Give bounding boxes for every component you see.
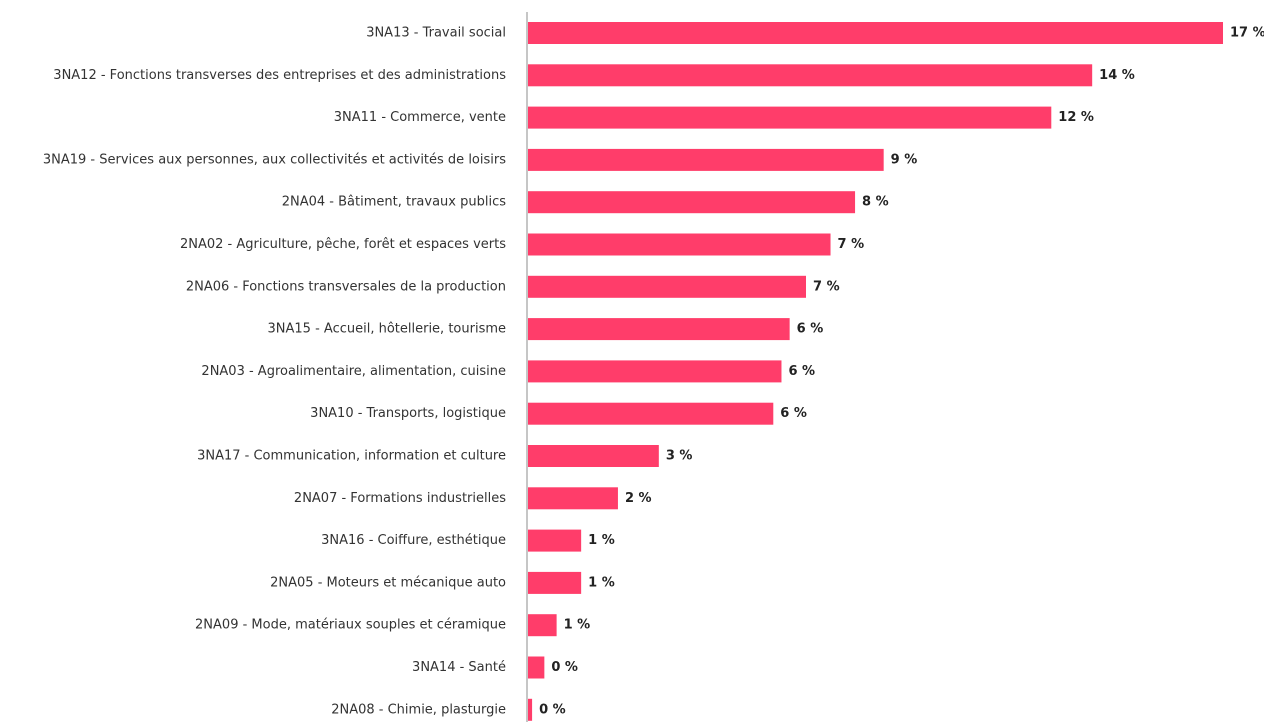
data-label: 9 %: [891, 152, 918, 167]
bar: [528, 360, 782, 383]
data-label: 6 %: [780, 406, 807, 421]
bar: [528, 402, 774, 425]
bar: [528, 275, 806, 298]
bar: [528, 571, 582, 594]
data-label: 6 %: [788, 364, 815, 379]
data-label: 3 %: [666, 449, 693, 464]
category-label: 2NA04 - Bâtiment, travaux publics: [282, 195, 506, 210]
data-label: 0 %: [539, 702, 566, 717]
category-label: 3NA10 - Transports, logistique: [310, 406, 506, 421]
category-label: 3NA14 - Santé: [412, 660, 506, 675]
bar: [528, 191, 856, 214]
bar: [528, 614, 557, 637]
data-label: 2 %: [625, 491, 652, 506]
category-label: 2NA02 - Agriculture, pêche, forêt et esp…: [180, 237, 506, 252]
category-label: 3NA12 - Fonctions transverses des entrep…: [53, 68, 506, 83]
data-label: 1 %: [564, 618, 591, 633]
category-label: 2NA08 - Chimie, plasturgie: [331, 702, 506, 717]
data-label: 14 %: [1099, 68, 1135, 83]
category-label: 3NA13 - Travail social: [366, 26, 506, 41]
bar: [528, 318, 790, 341]
bar: [528, 64, 1093, 87]
bar: [528, 487, 618, 510]
category-label: 3NA15 - Accueil, hôtellerie, tourisme: [268, 322, 506, 337]
category-label: 3NA17 - Communication, information et cu…: [197, 449, 506, 464]
bar: [528, 529, 582, 552]
data-label: 7 %: [838, 237, 865, 252]
data-label: 1 %: [588, 533, 615, 548]
data-label: 17 %: [1230, 26, 1264, 41]
data-label: 12 %: [1058, 110, 1094, 125]
data-label: 8 %: [862, 195, 889, 210]
data-label: 0 %: [551, 660, 578, 675]
category-label: 2NA06 - Fonctions transversales de la pr…: [186, 279, 506, 294]
category-label: 2NA09 - Mode, matériaux souples et céram…: [195, 618, 506, 633]
bar: [528, 656, 545, 679]
category-label: 2NA05 - Moteurs et mécanique auto: [270, 575, 506, 590]
category-label: 3NA19 - Services aux personnes, aux coll…: [43, 152, 506, 167]
category-label: 2NA07 - Formations industrielles: [294, 491, 506, 506]
category-label: 3NA11 - Commerce, vente: [334, 110, 506, 125]
bar: [528, 233, 831, 256]
bar: [528, 106, 1052, 129]
data-label: 7 %: [813, 279, 840, 294]
data-label: 6 %: [797, 322, 824, 337]
category-label: 2NA03 - Agroalimentaire, alimentation, c…: [201, 364, 506, 379]
bar: [528, 22, 1223, 44]
bar: [528, 698, 533, 721]
category-label: 3NA16 - Coiffure, esthétique: [321, 533, 506, 548]
bar: [528, 445, 659, 467]
bar: [528, 148, 884, 171]
data-label: 1 %: [588, 575, 615, 590]
